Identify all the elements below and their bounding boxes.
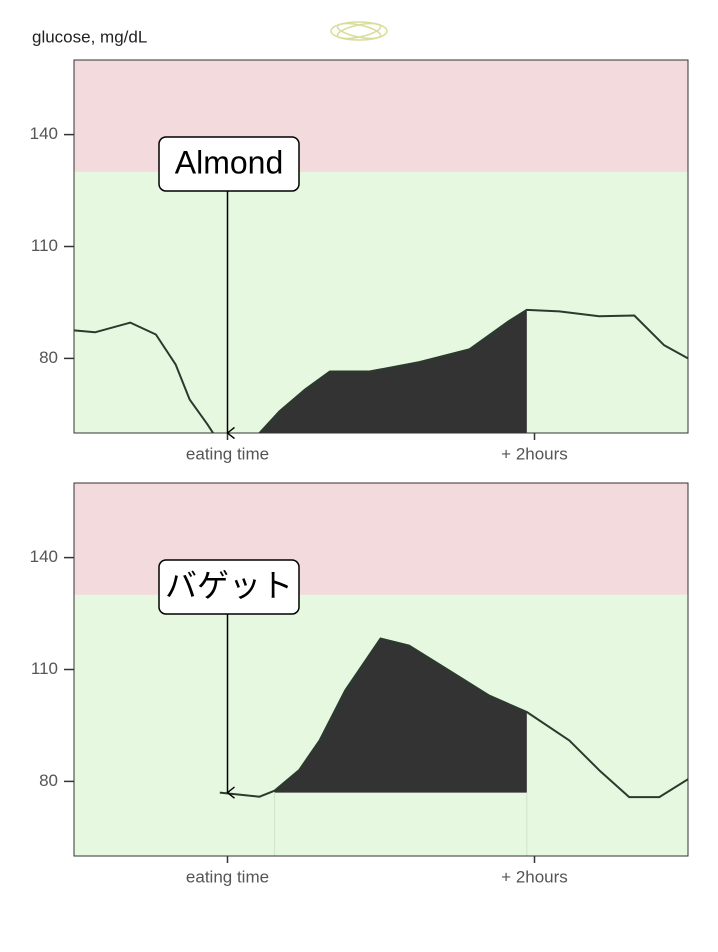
y-tick-label: 140 (30, 547, 58, 566)
glucose-line (74, 308, 688, 433)
plot (74, 60, 688, 433)
y-tick-label: 80 (39, 348, 58, 367)
shaded-area (259, 309, 527, 433)
y-axis-label: glucose, mg/dL (32, 27, 147, 46)
annotation-box (158, 136, 300, 192)
shaded-area (274, 638, 527, 793)
glucose-line (219, 637, 688, 799)
plot (74, 483, 688, 856)
x-tick-label: eating time (186, 444, 269, 463)
annotation-label: バゲット (165, 567, 293, 603)
x-tick-label: eating time (186, 867, 269, 886)
y-tick-label: 110 (31, 659, 58, 678)
logo (330, 21, 388, 41)
annotation-box (158, 559, 300, 615)
x-tick-label: + 2hours (501, 867, 568, 886)
y-tick-label: 80 (39, 771, 58, 790)
annotation-label: Almond (175, 144, 284, 180)
x-tick-label: + 2hours (501, 444, 568, 463)
y-tick-label: 110 (31, 236, 58, 255)
y-tick-label: 140 (30, 124, 58, 143)
